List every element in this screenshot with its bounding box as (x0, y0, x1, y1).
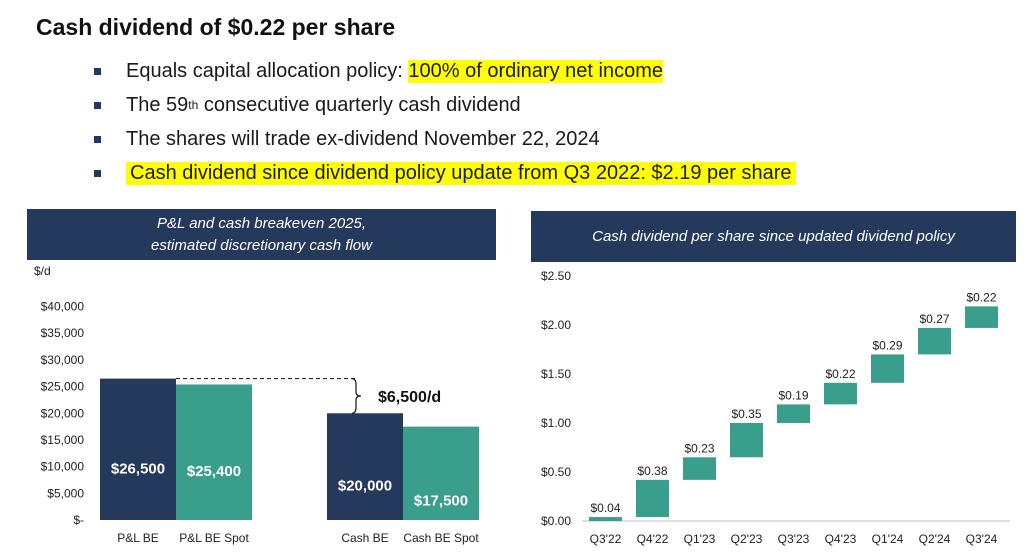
bar-value-label: $17,500 (414, 492, 468, 509)
square-bullet-icon (94, 135, 101, 143)
annotation-brace (351, 377, 362, 414)
bar-value-label: $25,400 (187, 463, 241, 480)
unit-label: $/d (34, 264, 51, 278)
bar-value-label: $0.19 (778, 388, 808, 402)
y-tick-label: $- (73, 513, 84, 527)
x-tick-label: P&L BE Spot (179, 531, 249, 545)
bar (327, 413, 403, 520)
waterfall-bar (965, 306, 998, 328)
waterfall-bar (871, 354, 904, 383)
page-title: Cash dividend of $0.22 per share (36, 14, 396, 40)
y-tick-label: $35,000 (41, 326, 85, 340)
waterfall-bar (918, 327, 951, 355)
bar (176, 384, 252, 520)
bullet-text: Equals capital allocation policy: (126, 59, 403, 82)
y-tick-label: $1.50 (541, 367, 571, 381)
right-panel-header: Cash dividend per share since updated di… (531, 211, 1016, 262)
bar-value-label: $0.23 (684, 441, 714, 455)
x-tick-label: Q3'24 (966, 532, 998, 546)
y-tick-label: $1.00 (541, 416, 571, 430)
x-tick-label: Q2'23 (731, 532, 763, 546)
y-tick-label: $0.50 (541, 465, 571, 479)
waterfall-bar (730, 423, 763, 458)
bullet-text: The shares will trade ex-dividend Novemb… (126, 127, 600, 150)
x-tick-label: Cash BE Spot (403, 531, 479, 545)
square-bullet-icon (94, 67, 101, 75)
y-tick-label: $5,000 (47, 486, 84, 500)
bar (403, 426, 479, 520)
dividend-waterfall-chart: $0.00 $0.50 $1.00 $1.50 $2.00 $2.50 $0.04 Q3'22… (541, 269, 1010, 546)
waterfall-bar (589, 517, 622, 521)
square-bullet-icon (94, 101, 101, 109)
bullet-item: Cash dividend since dividend policy upda… (94, 156, 796, 190)
bullet-text: consecutive quarterly cash dividend (198, 93, 521, 116)
waterfall-bar (777, 404, 810, 423)
bar-value-label: $0.35 (731, 407, 761, 421)
bar-value-label: $0.29 (872, 338, 902, 352)
x-tick-label: Cash BE (341, 531, 388, 545)
x-tick-label: Q1'24 (872, 532, 904, 546)
breakeven-bar-chart: $/d $- $5,000 $10,000 $15,000 $20,000 $25,000 $… (34, 264, 479, 545)
x-tick-label: Q1'23 (684, 532, 716, 546)
bar (100, 378, 176, 520)
bar-value-label: $20,000 (338, 478, 392, 495)
x-tick-label: Q2'24 (919, 532, 951, 546)
y-tick-label: $2.50 (541, 269, 571, 283)
x-tick-label: P&L BE (117, 531, 159, 545)
left-panel-header-line1: P&L and cash breakeven 2025, (156, 214, 367, 232)
bullet-text: The 59 (126, 93, 189, 116)
right-panel-header-text: Cash dividend per share since updated di… (592, 227, 955, 245)
x-tick-label: Q3'23 (778, 532, 810, 546)
bar-value-label: $26,500 (111, 460, 165, 477)
bar-value-label: $0.22 (966, 290, 996, 304)
y-tick-label: $15,000 (41, 433, 85, 447)
bar-value-label: $0.38 (637, 464, 667, 478)
bar-value-label: $0.27 (919, 312, 949, 326)
x-tick-label: Q4'23 (825, 532, 857, 546)
y-tick-label: $40,000 (41, 300, 85, 314)
y-tick-label: $2.00 (541, 318, 571, 332)
waterfall-bar (824, 382, 857, 405)
square-bullet-icon (94, 169, 101, 177)
left-panel-header: P&L and cash breakeven 2025, estimated d… (27, 209, 496, 260)
y-tick-label: $20,000 (41, 406, 85, 420)
waterfall-bar (636, 479, 669, 518)
highlighted-text: 100% of ordinary net income (408, 59, 663, 83)
y-tick-label: $30,000 (41, 353, 85, 367)
x-tick-label: Q4'22 (637, 532, 669, 546)
y-tick-label: $0.00 (541, 514, 571, 528)
bullet-item: Equals capital allocation policy: 100% o… (94, 54, 796, 88)
highlighted-text: Cash dividend since dividend policy upda… (126, 161, 796, 185)
x-tick-label: Q3'22 (590, 532, 622, 546)
bar-value-label: $0.04 (590, 501, 620, 515)
y-tick-label: $25,000 (41, 380, 85, 394)
left-panel-header-line2: estimated discretionary cash flow (151, 236, 372, 254)
bar-value-label: $0.22 (825, 367, 855, 381)
bullet-list: Equals capital allocation policy: 100% o… (94, 54, 796, 190)
bullet-item: The shares will trade ex-dividend Novemb… (94, 122, 796, 156)
waterfall-bar (683, 457, 716, 480)
y-tick-label: $10,000 (41, 460, 85, 474)
annotation-label: $6,500/d (378, 389, 441, 406)
